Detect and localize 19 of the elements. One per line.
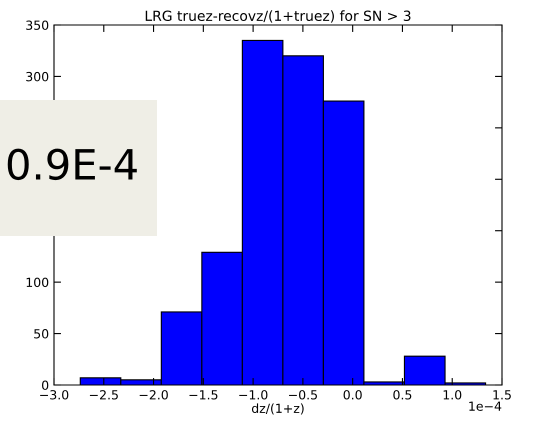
y-tick-label: 300 bbox=[26, 72, 48, 82]
x-tick-label: 1.0 bbox=[444, 390, 462, 400]
text: 1e−4 bbox=[469, 402, 502, 411]
x-tick-label: 1.5 bbox=[493, 390, 511, 400]
x-tick-label: −1.0 bbox=[239, 390, 268, 400]
y-tick-label: 100 bbox=[26, 278, 48, 288]
x-tick-label: 0.0 bbox=[344, 390, 362, 400]
y-tick-label: 0 bbox=[42, 380, 48, 390]
x-tick-label: −1.5 bbox=[189, 390, 218, 400]
x-tick-label: 0.5 bbox=[393, 390, 412, 400]
x-tick-label: −3.0 bbox=[40, 390, 68, 400]
chart-title: LRG truez-recovz/(1+truez) for SN > 3 bbox=[146, 10, 410, 23]
x-tick-label: −2.0 bbox=[140, 390, 168, 400]
x-tick-label: −0.5 bbox=[289, 390, 317, 400]
annotation: 0.9E-4 bbox=[8, 148, 137, 180]
y-tick-label: 50 bbox=[34, 329, 48, 338]
x-axis-title: dz/(1+z) bbox=[252, 403, 304, 414]
y-tick-label: 350 bbox=[26, 20, 48, 30]
x-tick-label: −2.5 bbox=[90, 390, 118, 400]
